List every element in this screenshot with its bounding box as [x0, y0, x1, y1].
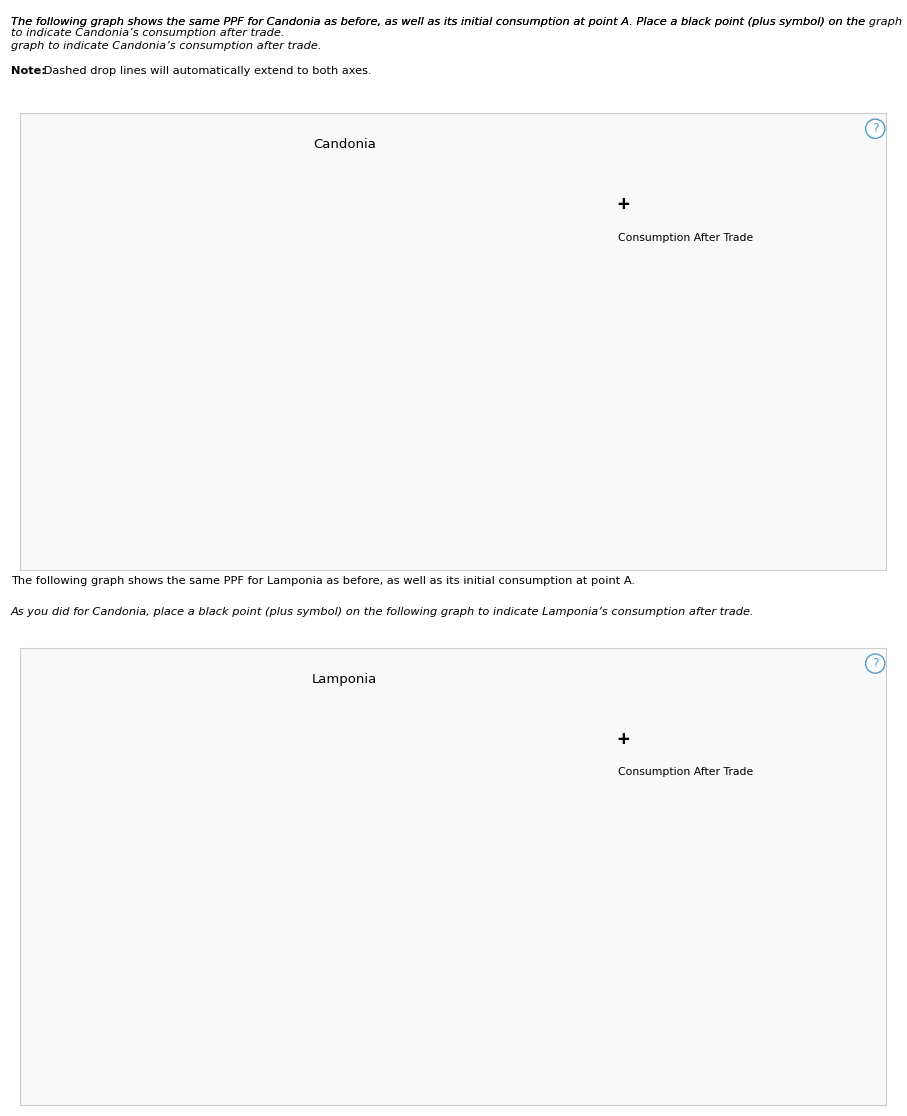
X-axis label: LEMONS (Millions of pounds): LEMONS (Millions of pounds) [270, 552, 419, 562]
X-axis label: LEMONS (Millions of pounds): LEMONS (Millions of pounds) [270, 1087, 419, 1097]
Text: A: A [293, 445, 300, 455]
Text: graph to indicate Candonia’s consumption after trade.: graph to indicate Candonia’s consumption… [11, 41, 321, 51]
Text: Consumption After Trade: Consumption After Trade [618, 232, 753, 242]
Text: +: + [618, 195, 629, 214]
Text: The following graph shows the same PPF for Candonia as before, as well as its in: The following graph shows the same PPF f… [11, 17, 865, 27]
Y-axis label: TE A (Millions of pounds): TE A (Millions of pounds) [71, 285, 81, 413]
Text: Candonia: Candonia [313, 138, 376, 152]
Text: The following graph shows the same PPF for Candonia as before, as well as its in: The following graph shows the same PPF f… [11, 17, 902, 38]
Text: PPF: PPF [112, 357, 131, 367]
Y-axis label: TE A (Millions of pounds): TE A (Millions of pounds) [71, 819, 81, 947]
Text: A: A [293, 981, 300, 991]
Text: The following graph shows the same PPF for Lamponia as before, as well as its in: The following graph shows the same PPF f… [11, 576, 635, 586]
Text: Consumption After Trade: Consumption After Trade [618, 768, 753, 778]
Text: +: + [618, 730, 629, 749]
Text: ?: ? [872, 123, 879, 135]
Text: As you did for Candonia, place a black point (plus symbol) on the following grap: As you did for Candonia, place a black p… [11, 607, 755, 617]
Text: Dashed drop lines will automatically extend to both axes.: Dashed drop lines will automatically ext… [40, 66, 372, 76]
Text: ?: ? [872, 657, 879, 670]
Text: Note:: Note: [11, 66, 46, 76]
Text: PPF: PPF [112, 802, 131, 812]
Text: Lamponia: Lamponia [312, 673, 377, 686]
